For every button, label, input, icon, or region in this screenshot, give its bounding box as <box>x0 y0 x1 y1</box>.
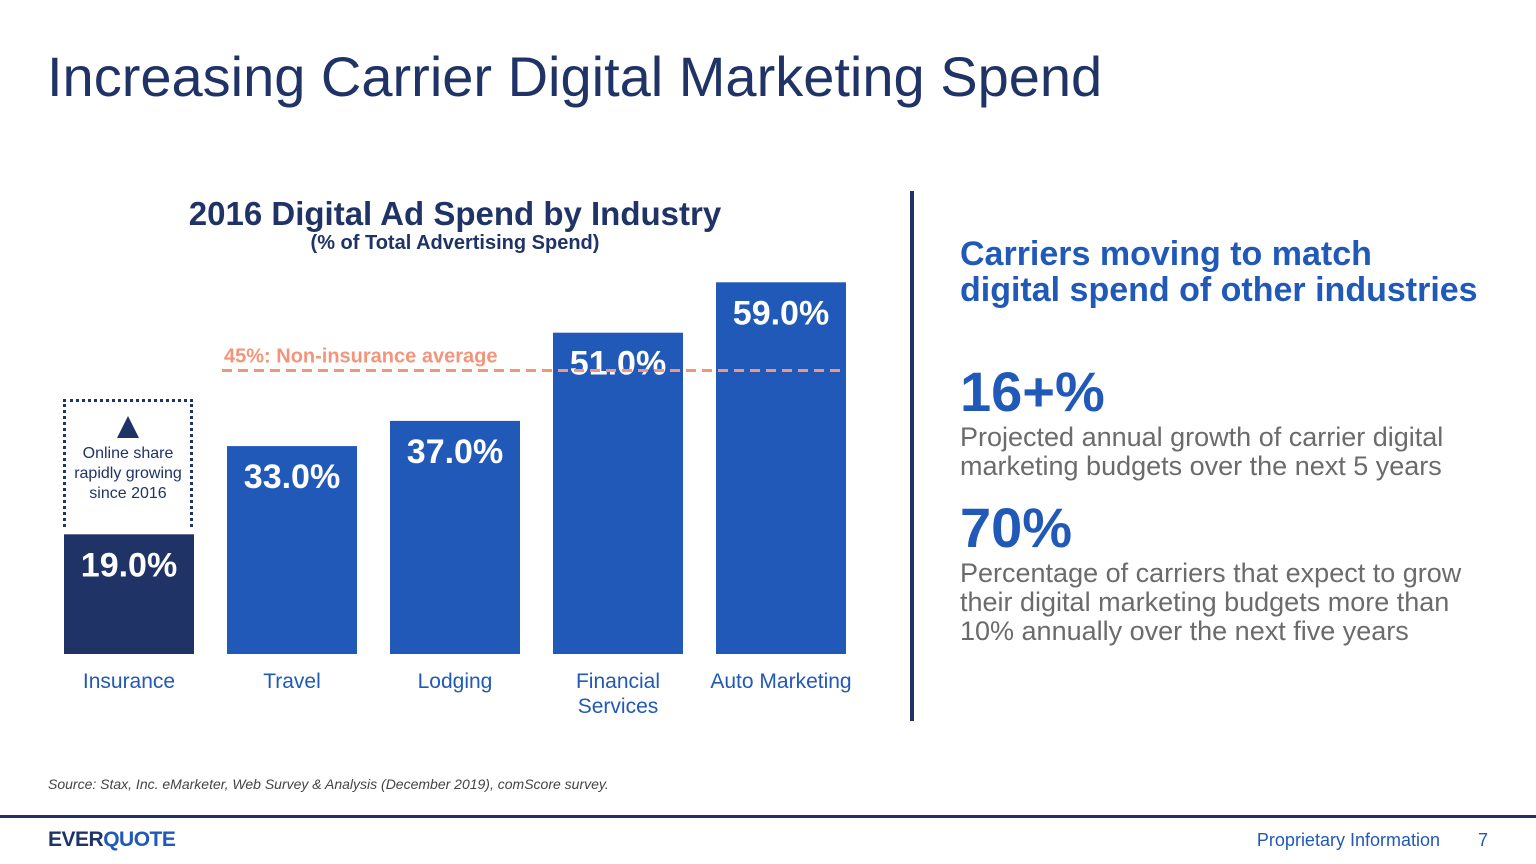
logo-part-quote: QUOTE <box>103 828 176 851</box>
slide-title: Increasing Carrier Digital Marketing Spe… <box>47 45 1103 108</box>
bar-value-label: 33.0% <box>244 458 340 496</box>
logo-part-ever: EVER <box>48 828 104 851</box>
right-panel-heading: Carriers moving to match digital spend o… <box>960 235 1478 309</box>
bar-insurance <box>64 534 194 654</box>
chart-title: 2016 Digital Ad Spend by Industry <box>188 195 722 232</box>
bar-value-label: 51.0% <box>570 345 666 383</box>
stat-value-growth: 16+% <box>960 360 1105 423</box>
vertical-divider <box>910 191 914 721</box>
bar-lodging <box>390 420 520 654</box>
stat-value-carriers: 70% <box>960 496 1073 559</box>
stat-text-growth: Projected annual growth of carrier digit… <box>960 422 1444 481</box>
bar-auto-marketing <box>716 282 846 654</box>
bar-value-label: 37.0% <box>407 433 503 471</box>
insurance-callout-box: Online share rapidly growing since 2016 <box>63 399 193 527</box>
up-triangle-icon <box>117 416 139 438</box>
bar-travel <box>227 446 357 654</box>
everquote-logo: EVERQUOTE <box>48 828 176 852</box>
source-note: Source: Stax, Inc. eMarketer, Web Survey… <box>48 776 609 792</box>
x-tick-label: Auto Marketing <box>710 670 851 693</box>
bar-financial-services <box>553 332 683 654</box>
reference-line-label: 45%: Non-insurance average <box>224 346 497 368</box>
x-tick-label: Services <box>578 695 659 718</box>
bar-chart: 19.0% Insurance 33.0% Travel 37.0% Lodging 51.… <box>64 282 852 718</box>
chart-subtitle: (% of Total Advertising Spend) <box>310 232 600 254</box>
x-tick-label: Financial <box>576 670 660 693</box>
bar-value-label: 19.0% <box>81 546 177 584</box>
footer-proprietary-label: Proprietary Information <box>1256 830 1440 850</box>
stat-text-carriers: Percentage of carriers that expect to gr… <box>960 558 1462 646</box>
page-number: 7 <box>1478 830 1489 850</box>
x-tick-label: Travel <box>263 670 321 693</box>
footer-rule <box>0 815 1536 818</box>
bar-value-label: 59.0% <box>733 294 829 332</box>
x-tick-label: Insurance <box>83 670 175 693</box>
x-tick-label: Lodging <box>418 670 493 693</box>
callout-text: Online share rapidly growing since 2016 <box>74 445 182 502</box>
